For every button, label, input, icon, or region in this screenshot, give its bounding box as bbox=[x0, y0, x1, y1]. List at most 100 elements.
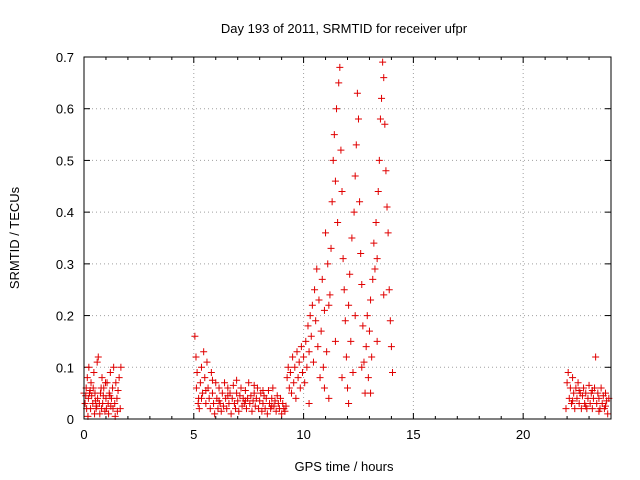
y-tick-label: 0 bbox=[67, 412, 74, 427]
data-point bbox=[569, 397, 577, 405]
data-point bbox=[105, 410, 113, 418]
data-point bbox=[250, 389, 258, 397]
data-point bbox=[112, 379, 120, 387]
data-point bbox=[197, 363, 205, 371]
data-point bbox=[379, 58, 387, 66]
data-point bbox=[373, 255, 381, 263]
data-point bbox=[322, 229, 330, 237]
data-point bbox=[585, 381, 593, 389]
data-point bbox=[192, 353, 200, 361]
data-point bbox=[110, 363, 118, 371]
data-point bbox=[215, 384, 223, 392]
data-point bbox=[201, 374, 209, 382]
x-tick-label: 10 bbox=[296, 427, 310, 442]
data-point bbox=[242, 405, 250, 413]
y-tick-label: 0.5 bbox=[56, 153, 74, 168]
data-point bbox=[295, 358, 303, 366]
data-point bbox=[346, 270, 354, 278]
data-point bbox=[380, 291, 388, 299]
data-point bbox=[595, 407, 603, 415]
data-point bbox=[364, 374, 372, 382]
data-point bbox=[329, 156, 337, 164]
data-point bbox=[235, 407, 243, 415]
data-point bbox=[248, 407, 256, 415]
data-point bbox=[116, 405, 124, 413]
data-point bbox=[571, 405, 579, 413]
data-point bbox=[191, 332, 199, 340]
data-point bbox=[224, 392, 232, 400]
data-point bbox=[305, 348, 313, 356]
data-point bbox=[229, 381, 237, 389]
data-point bbox=[314, 343, 322, 351]
data-point bbox=[269, 384, 277, 392]
data-point bbox=[602, 389, 610, 397]
data-point bbox=[595, 394, 603, 402]
data-point bbox=[196, 379, 204, 387]
data-point bbox=[309, 358, 317, 366]
data-point bbox=[325, 301, 333, 309]
data-point bbox=[211, 410, 219, 418]
data-point bbox=[285, 384, 293, 392]
data-point bbox=[296, 384, 304, 392]
data-point bbox=[324, 260, 332, 268]
data-point bbox=[289, 353, 297, 361]
data-point bbox=[323, 348, 331, 356]
data-point bbox=[347, 337, 355, 345]
data-point bbox=[597, 384, 605, 392]
data-point bbox=[241, 387, 249, 395]
data-point bbox=[381, 120, 389, 128]
data-point bbox=[221, 379, 229, 387]
data-point bbox=[345, 301, 353, 309]
data-point bbox=[372, 218, 380, 226]
data-point bbox=[348, 234, 356, 242]
data-point bbox=[317, 327, 325, 335]
data-point bbox=[217, 407, 225, 415]
y-tick-label: 0.2 bbox=[56, 309, 74, 324]
data-point bbox=[312, 317, 320, 325]
data-point bbox=[106, 392, 114, 400]
data-point bbox=[350, 208, 358, 216]
data-point bbox=[358, 363, 366, 371]
grid-lines bbox=[83, 56, 611, 420]
chart-title: Day 193 of 2011, SRMTID for receiver ufp… bbox=[221, 21, 468, 36]
data-point bbox=[202, 387, 210, 395]
y-axis-label: SRMTID / TECUs bbox=[7, 186, 22, 289]
data-point bbox=[570, 389, 578, 397]
x-axis-label: GPS time / hours bbox=[295, 459, 394, 474]
data-point bbox=[291, 363, 299, 371]
data-point bbox=[602, 402, 610, 410]
data-point bbox=[333, 105, 341, 113]
x-tick-label: 0 bbox=[80, 427, 87, 442]
data-point bbox=[362, 343, 370, 351]
data-point bbox=[367, 389, 375, 397]
data-point bbox=[326, 291, 334, 299]
plot-frame bbox=[83, 56, 612, 420]
data-point bbox=[574, 379, 582, 387]
data-point bbox=[328, 198, 336, 206]
data-point bbox=[356, 198, 364, 206]
data-point bbox=[245, 379, 253, 387]
data-point bbox=[300, 353, 308, 361]
data-point bbox=[363, 312, 371, 320]
data-point bbox=[113, 394, 121, 402]
data-point bbox=[306, 312, 314, 320]
data-point bbox=[371, 265, 379, 273]
data-point bbox=[311, 286, 319, 294]
data-point bbox=[368, 353, 376, 361]
data-point bbox=[111, 399, 119, 407]
data-point bbox=[193, 368, 201, 376]
data-point bbox=[588, 387, 596, 395]
data-point bbox=[205, 394, 213, 402]
data-point bbox=[94, 394, 102, 402]
data-point bbox=[117, 363, 125, 371]
data-point bbox=[94, 353, 102, 361]
data-point bbox=[338, 374, 346, 382]
data-point bbox=[354, 115, 362, 123]
data-point bbox=[365, 327, 373, 335]
data-point bbox=[91, 410, 99, 418]
data-point bbox=[283, 374, 291, 382]
data-point bbox=[375, 156, 383, 164]
data-point bbox=[319, 363, 327, 371]
data-point bbox=[315, 296, 323, 304]
data-point bbox=[290, 379, 298, 387]
